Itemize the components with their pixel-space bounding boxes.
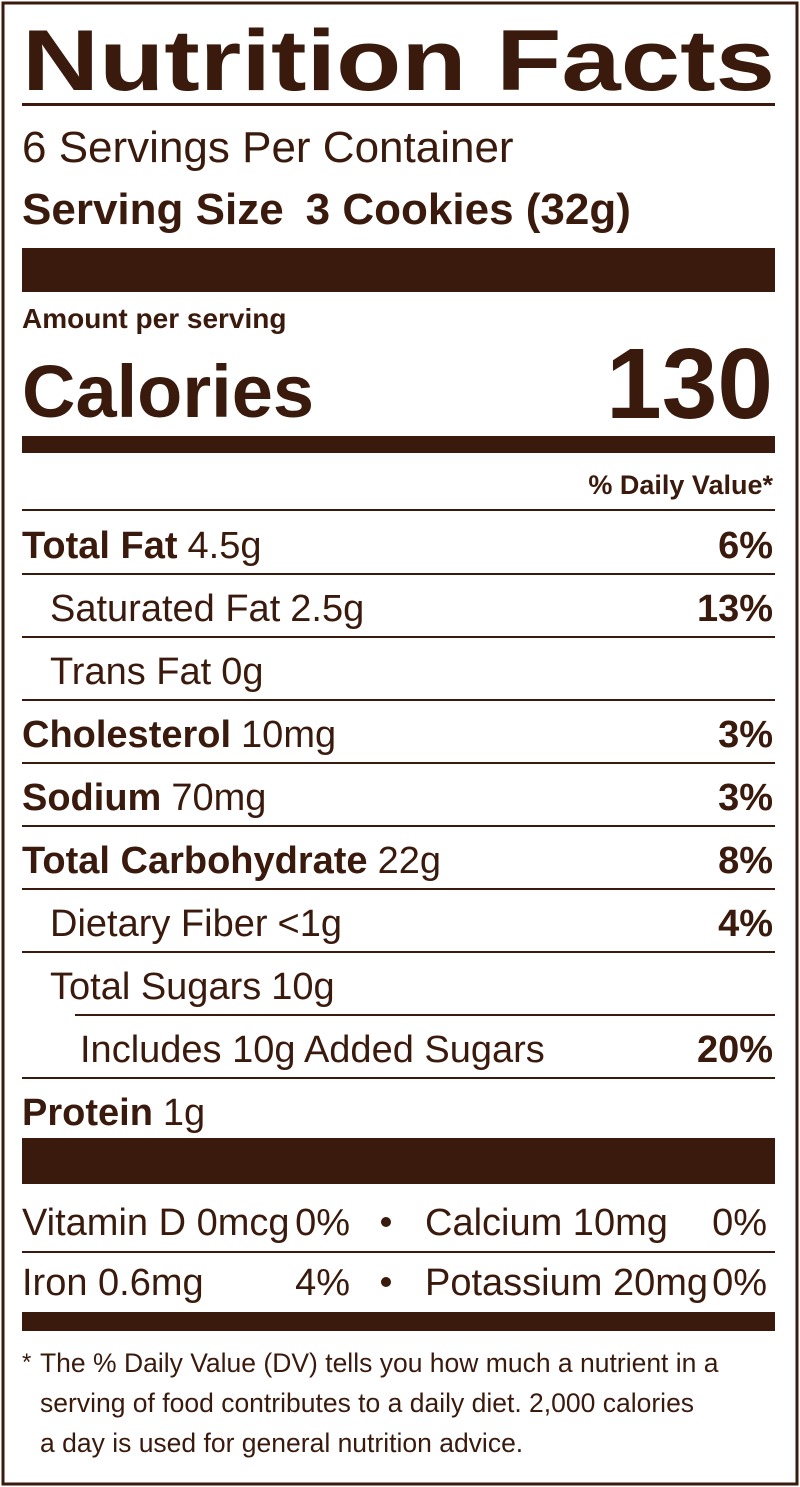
- nutrient-name: Sodium: [22, 777, 161, 819]
- footnote-line: a day is used for general nutrition advi…: [40, 1428, 523, 1458]
- nutrient-row: Protein 1g: [22, 1092, 205, 1134]
- vitamin-dv: 4%: [295, 1262, 350, 1304]
- nutrient-rows: Total Fat 4.5g 6% Saturated Fat 2.5g 13% Trans…: [22, 525, 775, 1134]
- vitamin-name: Calcium 10mg: [425, 1202, 668, 1244]
- nutrient-dv: 3%: [718, 714, 773, 756]
- nutrient-row: Total Fat 4.5g: [22, 525, 261, 567]
- dv-header: % Daily Value*: [588, 470, 773, 500]
- calories-label: Calories: [22, 350, 314, 433]
- serving-size-label: Serving Size: [22, 185, 284, 234]
- vitamin-name: Vitamin D 0mcg: [22, 1202, 290, 1244]
- bullet: [381, 1277, 391, 1287]
- nutrient-row: Sodium 70mg: [22, 777, 266, 819]
- nutrient-row: Total Sugars 10g: [50, 966, 335, 1008]
- nutrient-amount: 10g: [271, 966, 334, 1008]
- nutrient-dv: 8%: [718, 840, 773, 882]
- nutrient-amount: 1g: [163, 1092, 205, 1134]
- nutrient-name: Total Sugars: [50, 966, 261, 1008]
- nutrient-name: Includes 10g Added Sugars: [80, 1029, 545, 1071]
- nutrient-amount: 2.5g: [290, 588, 364, 630]
- rule: [75, 1014, 775, 1016]
- rule: [22, 1077, 775, 1079]
- nutrient-name: Saturated Fat: [50, 588, 281, 630]
- nutrient-amount: 22g: [378, 840, 441, 882]
- nutrient-row: Saturated Fat 2.5g: [50, 588, 364, 630]
- nutrient-name: Total Carbohydrate: [22, 840, 368, 882]
- thick-bar: [22, 1312, 775, 1331]
- amount-per-serving: Amount per serving: [22, 303, 286, 334]
- bullet: [381, 1217, 391, 1227]
- nutrient-name: Dietary Fiber: [50, 903, 268, 945]
- rule: [22, 509, 775, 511]
- servings: 6 Servings Per Container: [22, 123, 514, 172]
- footnote-mark: *: [22, 1349, 31, 1376]
- nutrient-amount: 70mg: [171, 777, 266, 819]
- nutrient-row: Trans Fat 0g: [50, 651, 263, 693]
- nutrient-name: Protein: [22, 1092, 153, 1134]
- vitamin-dv: 0%: [295, 1202, 350, 1244]
- vitamin-rows: Vitamin D 0mcg 0% Calcium 10mg 0%Iron 0.6mg…: [22, 1202, 775, 1304]
- rule: [22, 103, 775, 106]
- nutrient-row: Includes 10g Added Sugars: [80, 1029, 545, 1071]
- nutrient-row: Dietary Fiber <1g: [50, 903, 342, 945]
- nutrient-amount: 10mg: [241, 714, 336, 756]
- vitamin-dv: 0%: [712, 1202, 767, 1244]
- thick-bar: [22, 248, 775, 292]
- nutrient-dv: 13%: [697, 588, 773, 630]
- nutrient-name: Cholesterol: [22, 714, 231, 756]
- nutrient-row: Total Carbohydrate 22g: [22, 840, 441, 882]
- nutrient-amount: <1g: [278, 903, 342, 945]
- footnote-line: The % Daily Value (DV) tells you how muc…: [40, 1348, 719, 1378]
- title: Nutrition Facts: [22, 13, 775, 109]
- rule: [22, 762, 775, 764]
- rule: [22, 573, 775, 575]
- nutrient-dv: 6%: [718, 525, 773, 567]
- calories-value: 130: [606, 328, 773, 440]
- rule: [22, 951, 775, 953]
- footnote: The % Daily Value (DV) tells you how muc…: [40, 1348, 719, 1458]
- nutrient-dv: 20%: [697, 1029, 773, 1071]
- serving-size-value: 3 Cookies (32g): [306, 185, 631, 234]
- vitamin-name: Iron 0.6mg: [22, 1262, 204, 1304]
- nutrient-dv: 3%: [718, 777, 773, 819]
- nutrient-row: Cholesterol 10mg: [22, 714, 336, 756]
- rule: [22, 699, 775, 701]
- nutrient-name: Total Fat: [22, 525, 178, 567]
- nutrient-amount: 4.5g: [188, 525, 262, 567]
- vitamin-name: Potassium 20mg: [425, 1262, 708, 1304]
- thick-bar: [22, 436, 775, 453]
- nutrient-dv: 4%: [718, 903, 773, 945]
- rule: [22, 636, 775, 638]
- footnote-line: serving of food contributes to a daily d…: [40, 1388, 694, 1418]
- rule: [22, 888, 775, 890]
- nutrient-amount: 0g: [221, 651, 263, 693]
- nutrient-name: Trans Fat: [50, 651, 212, 693]
- rule: [22, 1251, 775, 1253]
- rule: [22, 825, 775, 827]
- thick-bar: [22, 1138, 775, 1184]
- vitamin-dv: 0%: [712, 1262, 767, 1304]
- serving-size: Serving Size 3 Cookies (32g): [22, 185, 631, 234]
